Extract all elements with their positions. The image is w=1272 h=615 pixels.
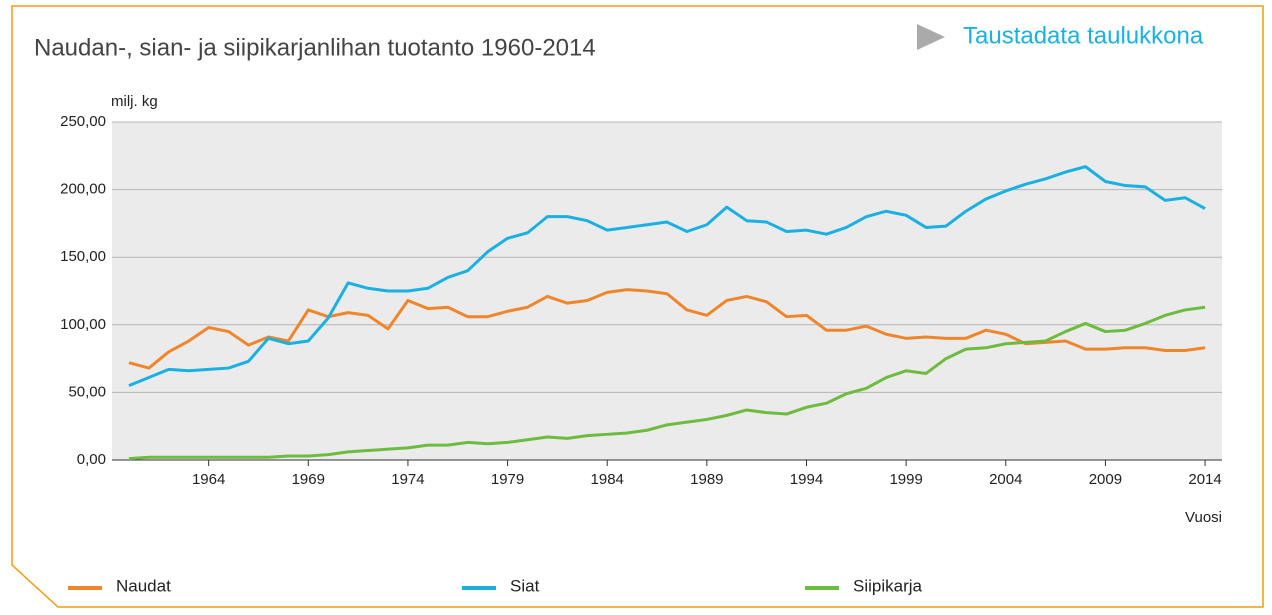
y-tick-label: 50,00	[68, 383, 106, 400]
x-tick-label: 1984	[591, 471, 624, 488]
legend-label: Siat	[510, 576, 540, 595]
link-icon[interactable]	[917, 24, 945, 50]
x-tick-label: 1999	[889, 471, 922, 488]
series-line	[128, 305, 1206, 461]
x-tick-label: 2009	[1089, 471, 1122, 488]
x-tick-label: 2004	[989, 471, 1022, 488]
y-tick-label: 150,00	[60, 248, 106, 265]
chart-title: Naudan-, sian- ja siipikarjanlihan tuota…	[34, 34, 596, 61]
series-line	[128, 165, 1206, 388]
x-tick-label: 1994	[790, 471, 823, 488]
y-tick-label: 250,00	[60, 113, 106, 130]
plot-area	[112, 122, 1222, 460]
card-border	[11, 5, 1264, 608]
x-tick-label: 2014	[1188, 471, 1221, 488]
x-tick-label: 1964	[192, 471, 225, 488]
x-axis-label: Vuosi	[1185, 509, 1222, 526]
y-axis-label: milj. kg	[111, 93, 158, 110]
y-tick-label: 0,00	[77, 451, 106, 468]
x-tick-label: 1969	[292, 471, 325, 488]
y-tick-label: 200,00	[60, 181, 106, 198]
x-tick-label: 1974	[391, 471, 424, 488]
x-tick-label: 1979	[491, 471, 524, 488]
y-tick-label: 100,00	[60, 316, 106, 333]
x-tick-label: 1989	[690, 471, 723, 488]
legend-label: Naudat	[116, 576, 171, 595]
data-table-link[interactable]: Taustadata taulukkona	[963, 22, 1204, 49]
legend-label: Siipikarja	[853, 576, 923, 595]
